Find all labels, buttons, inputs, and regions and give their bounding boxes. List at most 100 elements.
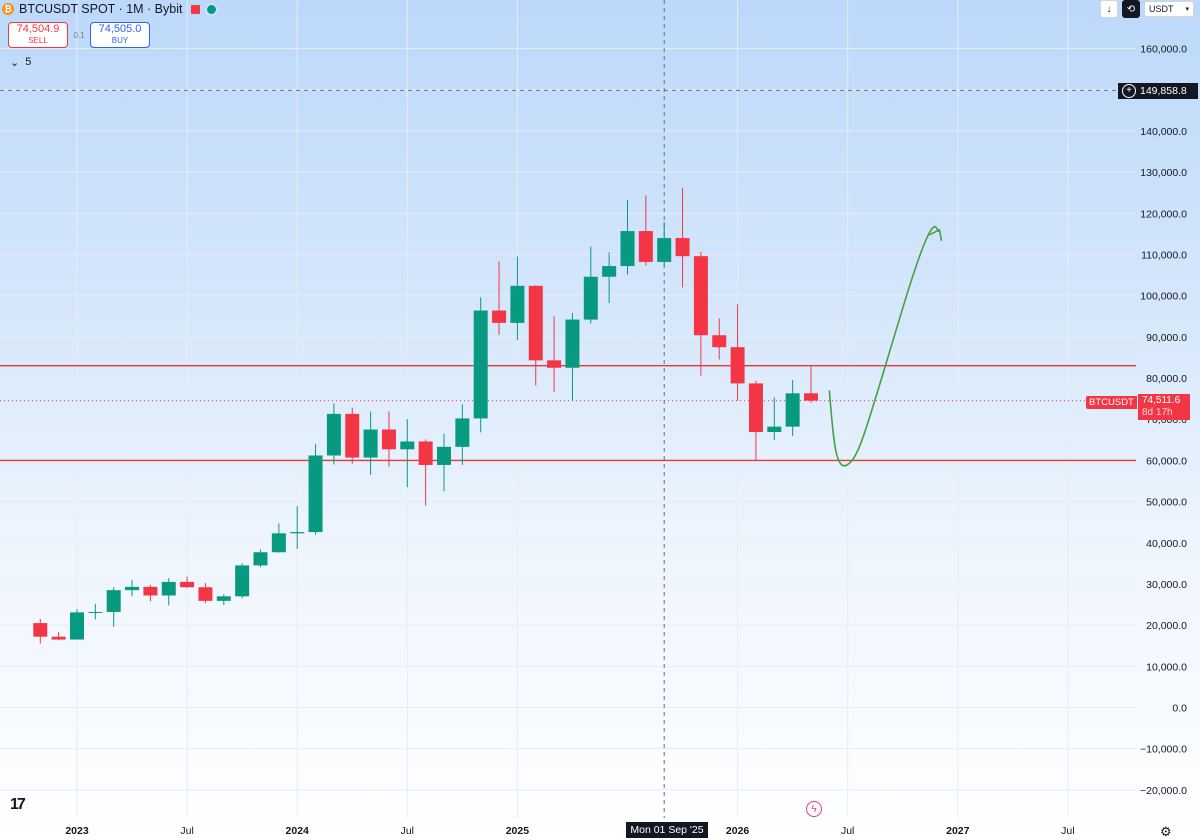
y-axis-tick-label: 130,000.0	[1140, 167, 1187, 179]
flag-icon[interactable]	[191, 4, 201, 14]
candle-body	[290, 532, 305, 534]
candle-body	[693, 256, 708, 336]
sell-button[interactable]: 74,504.9 SELL	[8, 22, 68, 48]
crosshair-price-value: 149,858.8	[1140, 85, 1187, 97]
projection-arrow	[828, 225, 941, 467]
arrow-down-icon[interactable]: ↓	[1100, 0, 1118, 18]
candle-body	[418, 441, 433, 465]
bitcoin-icon: ₿	[2, 3, 14, 15]
candle-body	[326, 413, 341, 456]
y-axis-tick-label: −20,000.0	[1140, 785, 1187, 797]
y-axis-tick-label: 60,000.0	[1146, 455, 1187, 467]
chevron-down-icon: ▾	[1185, 6, 1189, 13]
candle-body	[528, 285, 543, 361]
candle-body	[730, 347, 745, 384]
y-axis-tick-label: 20,000.0	[1146, 620, 1187, 632]
candle-body	[565, 319, 580, 368]
buy-label: BUY	[111, 36, 129, 45]
candle-body	[161, 581, 176, 596]
x-axis-tick-label: Jul	[180, 825, 193, 837]
candle-body	[712, 335, 727, 348]
y-axis-tick-label: −10,000.0	[1140, 744, 1187, 756]
candle-body	[125, 586, 140, 591]
symbol-title[interactable]: BTCUSDT SPOT · 1M · Bybit	[19, 2, 183, 16]
gear-icon[interactable]: ⚙	[1160, 824, 1172, 839]
candle-body	[804, 393, 818, 401]
y-axis-tick-label: 160,000.0	[1140, 44, 1187, 56]
candle-body	[473, 310, 488, 419]
candle-body	[455, 418, 470, 447]
candle-body	[583, 276, 598, 320]
candle-body	[492, 310, 507, 323]
market-status-icon	[205, 2, 219, 16]
candle-body	[271, 533, 286, 553]
y-axis-tick-label: 0.0	[1172, 703, 1187, 715]
quick-trade-panel: 74,504.9 SELL 0.1 74,505.0 BUY	[8, 22, 150, 48]
candle-body	[88, 611, 103, 613]
y-axis-tick-label: 90,000.0	[1146, 332, 1187, 344]
x-axis-tick-label: Jul	[841, 825, 854, 837]
spread-value: 0.1	[73, 30, 85, 40]
y-axis-tick-label: 120,000.0	[1140, 208, 1187, 220]
buy-button[interactable]: 74,505.0 BUY	[90, 22, 150, 48]
bar-countdown: 8d 17h	[1142, 407, 1173, 418]
crosshair-date-label: Mon 01 Sep '25	[626, 822, 708, 838]
candle-body	[253, 552, 268, 566]
candle-body	[216, 596, 231, 601]
candle-body	[602, 266, 617, 277]
candle-body	[345, 413, 360, 458]
candle-body	[675, 238, 690, 257]
candle-body	[33, 623, 48, 637]
indicators-toggle[interactable]: ⌄ 5	[10, 56, 31, 69]
currency-select[interactable]: USDT ▾	[1144, 1, 1194, 17]
candle-body	[381, 429, 396, 450]
chart-header: ₿ BTCUSDT SPOT · 1M · Bybit	[0, 0, 219, 18]
chevron-down-icon: ⌄	[10, 57, 20, 69]
lightning-icon[interactable]: ϟ	[806, 801, 822, 817]
candle-body	[235, 565, 250, 597]
replay-icon[interactable]: ⟲	[1122, 0, 1140, 18]
sell-price: 74,504.9	[16, 23, 60, 35]
crosshair-price-label: + 149,858.8	[1118, 83, 1198, 99]
x-axis-tick-label: 2026	[726, 825, 750, 837]
last-price-tag: 74,511.6 8d 17h	[1138, 394, 1190, 420]
x-axis-tick-label: Jul	[1061, 825, 1074, 837]
tradingview-logo[interactable]: 17	[10, 796, 26, 813]
candle-body	[363, 429, 378, 458]
y-axis-tick-label: 40,000.0	[1146, 538, 1187, 550]
candle-body	[400, 441, 415, 450]
currency-value: USDT	[1149, 4, 1174, 14]
y-axis-tick-label: 30,000.0	[1146, 579, 1187, 591]
projection-arrow-head	[929, 228, 943, 241]
x-axis-tick-label: 2027	[946, 825, 970, 837]
x-axis-tick-label: 2024	[286, 825, 310, 837]
indicators-count: 5	[25, 56, 32, 68]
plus-circle-icon[interactable]: +	[1122, 84, 1136, 98]
y-axis-tick-label: 80,000.0	[1146, 373, 1187, 385]
candle-body	[198, 587, 213, 601]
candle-body	[437, 446, 451, 465]
y-axis-tick-label: 110,000.0	[1141, 250, 1187, 262]
candle-body	[767, 426, 782, 433]
x-axis-tick-label: 2023	[65, 825, 89, 837]
candle-body	[657, 238, 672, 262]
candle-body	[308, 455, 323, 533]
candle-body	[547, 360, 562, 368]
y-axis-tick-label: 50,000.0	[1146, 497, 1187, 509]
candle-body	[638, 231, 653, 262]
candle-body	[70, 612, 84, 640]
candle-body	[106, 590, 121, 612]
candle-body	[143, 586, 158, 596]
sell-label: SELL	[28, 36, 48, 45]
candle-body	[620, 231, 635, 267]
candle-body	[748, 383, 763, 433]
y-axis-tick-label: 10,000.0	[1146, 661, 1187, 673]
symbol-price-tag: BTCUSDT	[1086, 396, 1137, 409]
y-axis-tick-label: 140,000.0	[1140, 126, 1187, 138]
x-axis-tick-label: 2025	[506, 825, 530, 837]
top-right-toolbar: ↓ ⟲ USDT ▾	[1100, 0, 1194, 18]
candle-body	[180, 581, 195, 588]
candle-body	[510, 285, 525, 323]
